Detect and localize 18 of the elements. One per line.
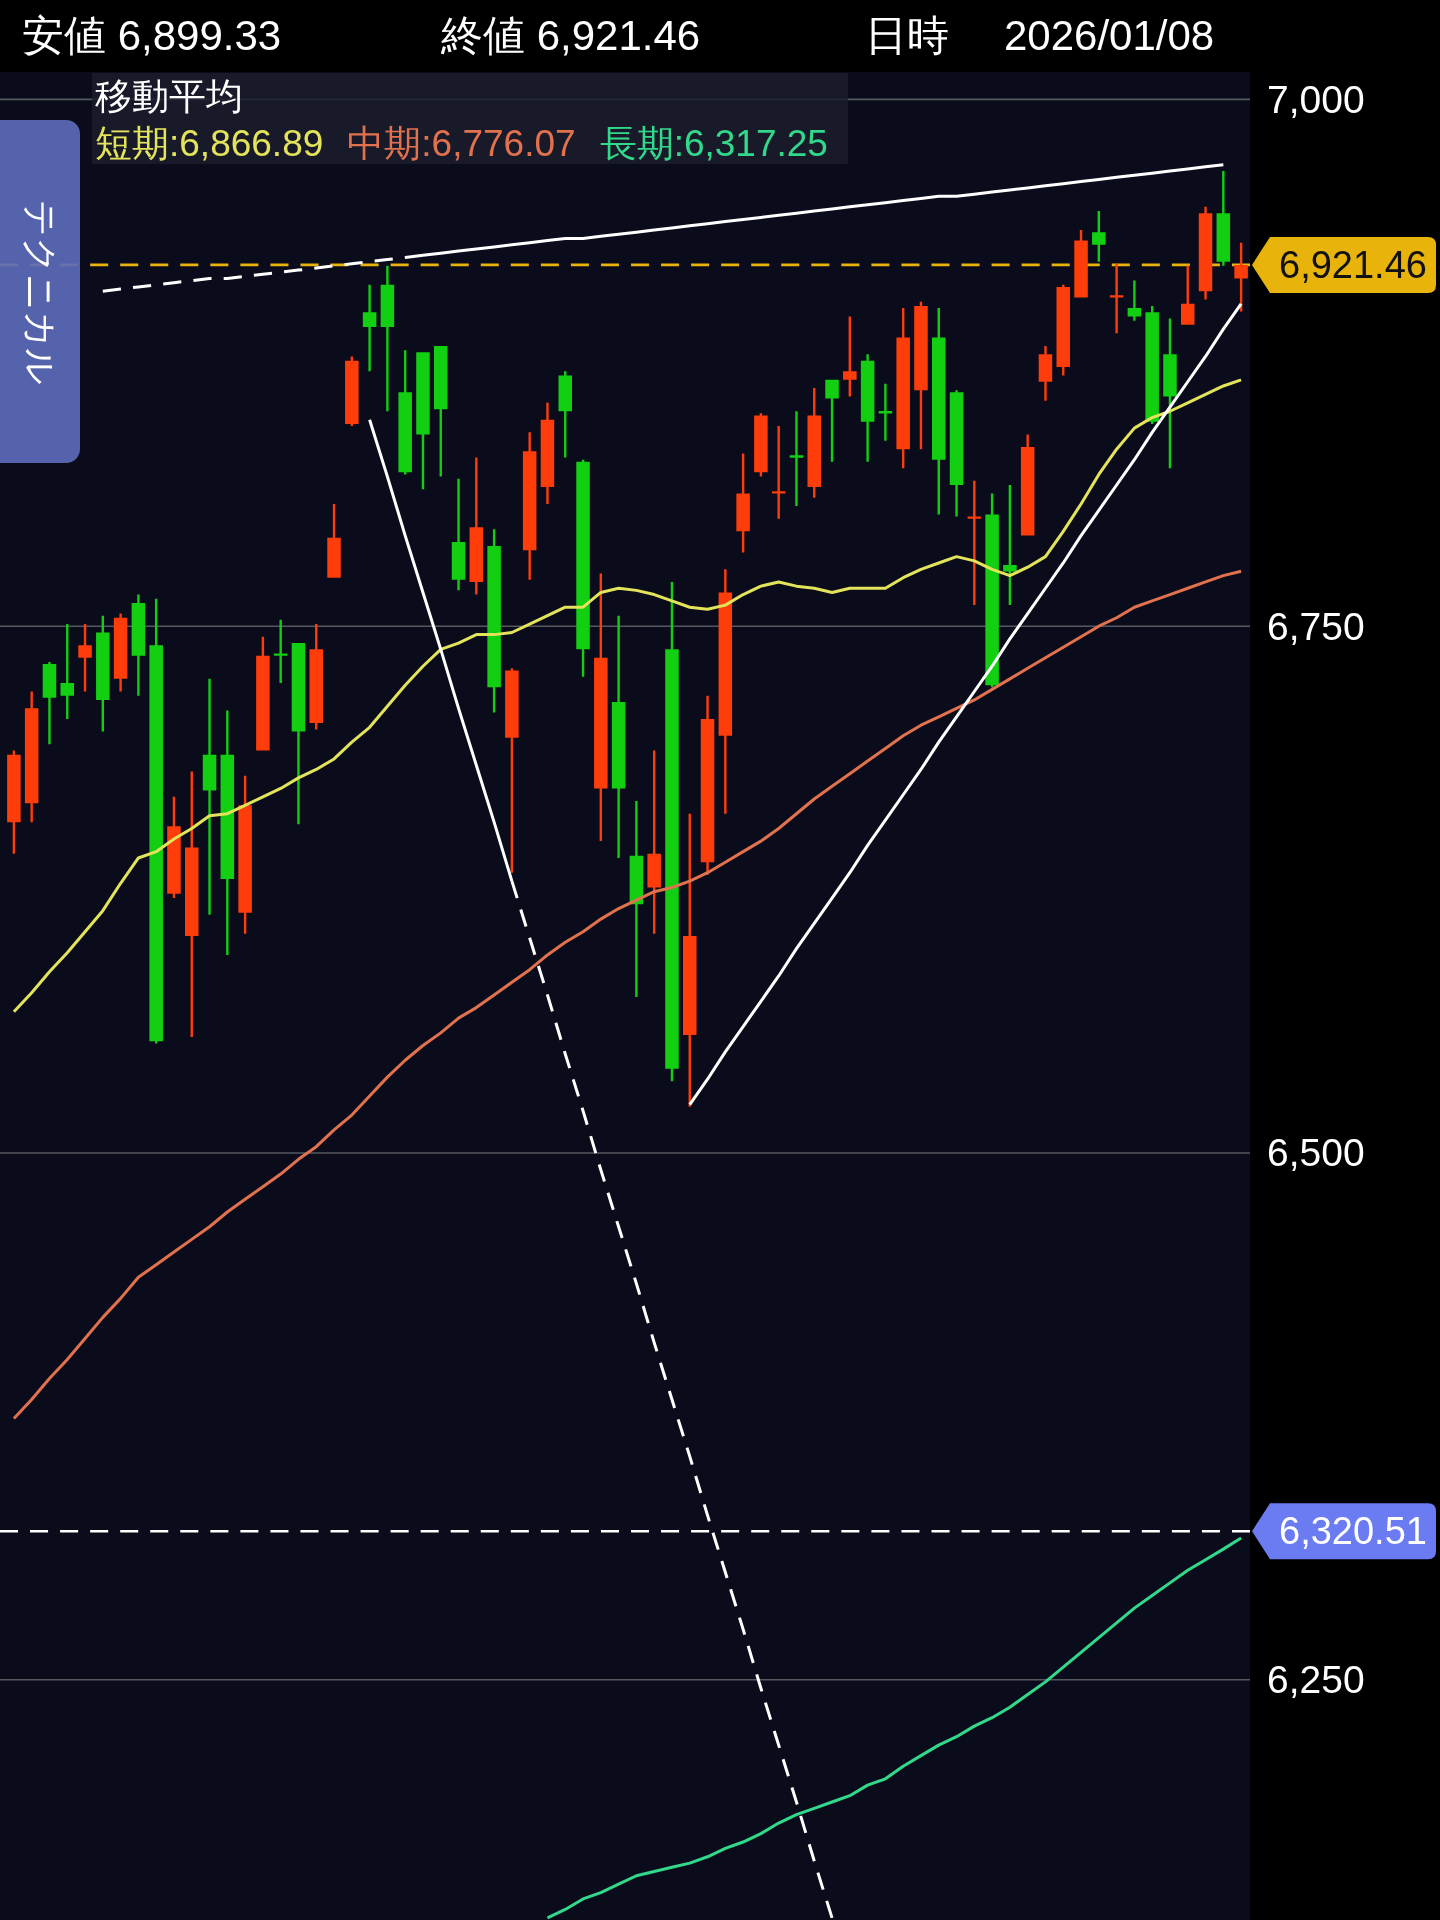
- series-name: 中期:6,776.07: [347, 122, 576, 164]
- ref-line-label: 6,921.46: [1279, 243, 1427, 286]
- header-text: 日時: [865, 11, 949, 59]
- series-name: 長期:6,317.25: [599, 122, 828, 164]
- value-tag: 6,921.46: [1252, 236, 1436, 293]
- series-name: 短期:6,866.89: [95, 122, 324, 164]
- y-tick-label: 6,250: [1267, 1658, 1365, 1702]
- header-text: 2026/01/08: [1004, 11, 1215, 59]
- annotation: テクニカル: [19, 199, 61, 385]
- header-text: 安値 6,899.33: [22, 11, 282, 59]
- y-tick-label: 7,000: [1267, 77, 1365, 121]
- y-tick-label: 6,500: [1267, 1131, 1365, 1175]
- tab-button: テクニカル: [0, 120, 80, 463]
- value-tag: 6,320.51: [1252, 1503, 1436, 1560]
- header-text: 終値 6,921.46: [441, 11, 701, 59]
- y-tick-label: 6,750: [1267, 604, 1365, 648]
- names-title: 移動平均: [95, 75, 243, 117]
- ref-line-label: 6,320.51: [1279, 1510, 1427, 1553]
